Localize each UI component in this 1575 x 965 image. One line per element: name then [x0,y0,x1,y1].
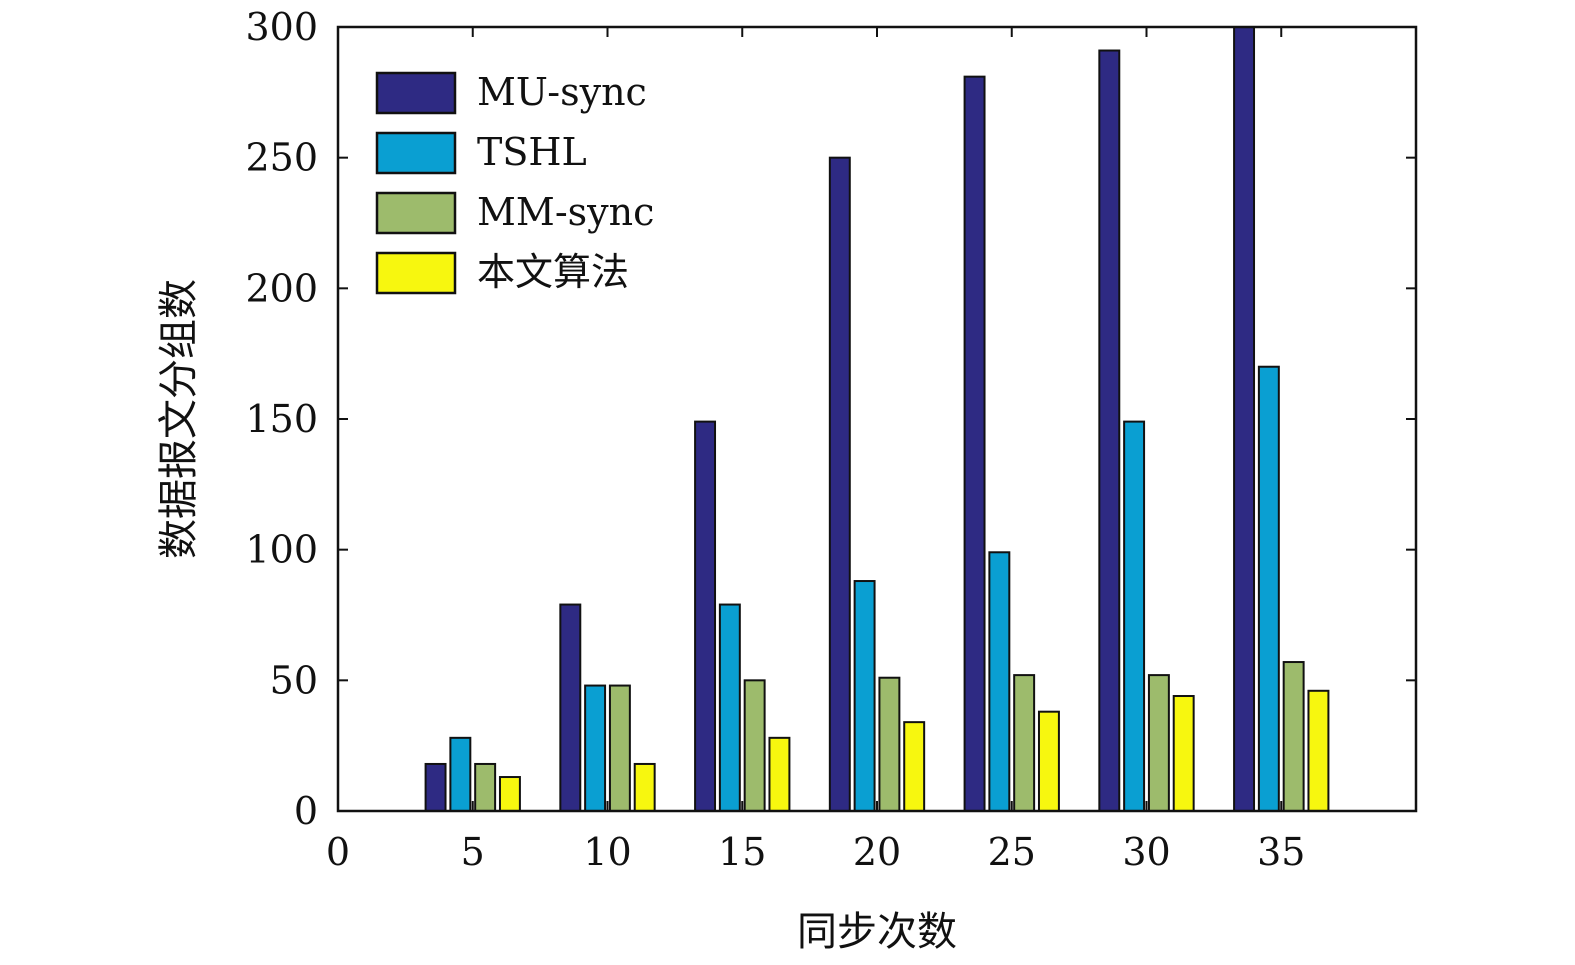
legend-label-MU-sync: MU-sync [477,70,647,114]
y-axis-title: 数据报文分组数 [156,279,202,559]
legend-swatch-MU-sync [375,71,457,115]
bar-本文算法-35 [1307,689,1330,812]
legend-swatch-TSHL [375,131,457,175]
bar-本文算法-10 [633,762,656,813]
bar-TSHL-30 [1123,420,1146,812]
bar-本文算法-30 [1172,695,1195,813]
y-tick-label-0: 0 [294,789,318,833]
bar-本文算法-20 [903,721,926,813]
legend-label-MM-sync: MM-sync [477,190,654,234]
y-tick-label-300: 300 [245,5,318,49]
bar-MM-sync-10 [608,684,631,812]
x-axis-title: 同步次数 [797,909,957,955]
bar-MM-sync-20 [878,676,901,812]
x-tick-label-15: 15 [718,830,766,874]
bar-MU-sync-35 [1233,26,1256,812]
legend-swatch-本文算法 [375,251,457,295]
bar-本文算法-25 [1037,710,1060,812]
bar-MU-sync-10 [559,603,582,812]
legend-label-本文算法: 本文算法 [477,250,629,294]
bar-本文算法-5 [498,776,521,813]
x-tick-label-0: 0 [326,830,350,874]
bar-MM-sync-5 [474,762,497,813]
legend-label-TSHL: TSHL [477,130,587,174]
bar-MM-sync-30 [1147,674,1170,812]
x-tick-label-35: 35 [1257,830,1305,874]
bar-TSHL-25 [988,551,1011,813]
x-tick-label-30: 30 [1122,830,1170,874]
tick-labels-layer: 0 5 10 15 20 25 30 35 0 50 100 150 200 250 300 [245,5,1305,874]
legend: MU-sync TSHL MM-sync 本文算法 [375,70,654,295]
y-tick-label-50: 50 [270,658,318,702]
x-tick-label-20: 20 [853,830,901,874]
bar-MU-sync-30 [1098,49,1121,812]
bar-MM-sync-35 [1282,661,1305,812]
bar-MM-sync-25 [1013,674,1036,812]
bar-TSHL-15 [718,603,741,812]
y-tick-label-150: 150 [245,397,318,441]
x-tick-label-10: 10 [583,830,631,874]
bar-MM-sync-15 [743,679,766,813]
bar-MU-sync-20 [828,156,851,813]
bar-MU-sync-25 [963,75,986,812]
ticks-layer [337,26,1416,812]
bar-TSHL-20 [853,580,876,813]
y-tick-label-100: 100 [245,528,318,572]
bar-TSHL-35 [1257,365,1280,812]
x-tick-label-5: 5 [461,830,485,874]
y-tick-label-200: 200 [245,266,318,310]
x-tick-label-25: 25 [988,830,1036,874]
bar-MU-sync-15 [694,420,717,812]
bar-本文算法-15 [768,736,791,813]
bar-TSHL-10 [584,684,607,812]
bar-TSHL-5 [449,736,472,813]
y-tick-label-250: 250 [245,136,318,180]
legend-swatch-MM-sync [375,191,457,235]
bar-MU-sync-5 [424,762,447,813]
